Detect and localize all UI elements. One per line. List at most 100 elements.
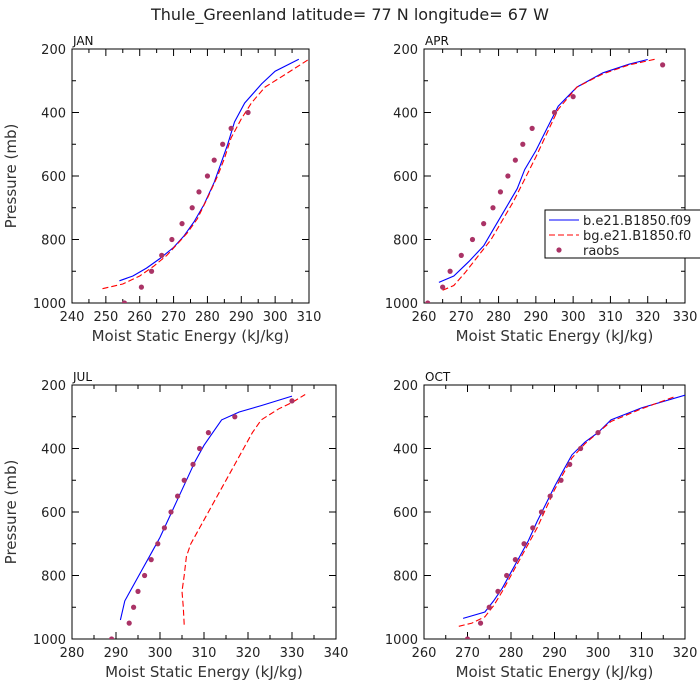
raobs-point — [595, 430, 601, 436]
raobs-point — [228, 125, 234, 131]
x-tick-label: 260 — [127, 310, 152, 325]
x-tick-label: 310 — [192, 646, 217, 661]
x-tick-label: 290 — [104, 646, 129, 661]
x-tick-label: 300 — [263, 310, 288, 325]
raobs-point — [660, 62, 666, 68]
bg-series-line — [181, 394, 306, 625]
raobs-point — [529, 125, 535, 131]
y-tick-label: 600 — [393, 170, 418, 185]
y-tick-label: 1000 — [33, 633, 66, 648]
chart-panel-3: 260 270 280 290 300 310 320 200 400 600 800 1000 OCT… — [385, 370, 698, 681]
x-tick-label: 320 — [673, 646, 698, 661]
raobs-point — [512, 557, 518, 563]
x-tick-label: 290 — [542, 646, 567, 661]
y-tick-label: 600 — [41, 170, 66, 185]
plot-frame — [423, 384, 686, 640]
x-tick-label: 330 — [280, 646, 305, 661]
y-tick-label: 600 — [393, 506, 418, 521]
x-tick-label: 300 — [561, 310, 586, 325]
bg-series-line — [102, 58, 309, 290]
legend-box — [544, 209, 700, 259]
x-tick-label: 270 — [449, 310, 474, 325]
raobs-point — [289, 398, 295, 404]
x-tick-label: 320 — [236, 646, 261, 661]
raobs-point — [504, 572, 510, 579]
raobs-point — [131, 604, 137, 610]
raobs-point — [190, 461, 196, 467]
raobs-point — [578, 445, 584, 452]
raobs-point — [175, 493, 181, 499]
y-tick-label: 800 — [393, 570, 418, 585]
chart-panel-0: 240 250 260 270 280 290 300 310 200 400 600 800 1000… — [2, 34, 321, 345]
raobs-point — [481, 221, 487, 227]
panel-title: OCT — [425, 370, 451, 384]
raobs-point — [440, 284, 446, 290]
x-axis-label: Moist Static Energy (kJ/kg) — [456, 327, 654, 345]
raobs-point — [138, 284, 145, 290]
y-tick-label: 600 — [41, 506, 66, 521]
x-tick-label: 300 — [586, 646, 611, 661]
y-axis-label: Pressure (mb) — [2, 460, 20, 565]
b-series-line — [119, 395, 293, 621]
raobs-point — [155, 541, 161, 547]
raobs-point — [486, 604, 492, 610]
y-tick-label: 1000 — [385, 297, 418, 312]
x-tick-label: 280 — [195, 310, 220, 325]
y-tick-label: 800 — [41, 570, 66, 585]
raobs-point — [447, 268, 453, 274]
x-axis-label: Moist Static Energy (kJ/kg) — [105, 663, 303, 681]
legend-marker — [556, 247, 562, 253]
y-tick-label: 400 — [393, 107, 418, 122]
raobs-point — [204, 173, 211, 179]
x-tick-label: 290 — [523, 310, 548, 325]
y-tick-label: 1000 — [385, 633, 418, 648]
bg-series-line — [442, 58, 656, 291]
x-tick-label: 260 — [412, 310, 437, 325]
x-tick-label: 240 — [60, 310, 85, 325]
legend-label: b.e21.B1850.f09 — [583, 214, 691, 229]
plot-frame — [71, 384, 337, 640]
panel-title: JAN — [72, 34, 94, 48]
x-tick-label: 250 — [93, 310, 118, 325]
raobs-point — [135, 588, 141, 594]
x-tick-label: 330 — [673, 310, 698, 325]
x-tick-label: 280 — [486, 310, 511, 325]
plot-frame — [71, 48, 310, 304]
raobs-point — [530, 525, 536, 531]
y-tick-label: 400 — [41, 107, 66, 122]
x-axis-label: Moist Static Energy (kJ/kg) — [456, 663, 654, 681]
x-tick-label: 310 — [598, 310, 623, 325]
raobs-point — [477, 620, 484, 626]
x-tick-label: 300 — [148, 646, 173, 661]
x-tick-label: 280 — [499, 646, 524, 661]
raobs-point — [570, 94, 576, 100]
raobs-point — [205, 430, 211, 436]
raobs-point — [512, 157, 518, 163]
raobs-point — [458, 252, 464, 258]
raobs-point — [232, 414, 238, 420]
raobs-point — [521, 541, 527, 547]
x-tick-label: 310 — [629, 646, 654, 661]
legend-label: raobs — [583, 244, 620, 259]
chart-panel-2: 280 290 300 310 320 330 340 200 400 600 800 1000 JUL… — [2, 370, 348, 681]
y-tick-label: 400 — [393, 443, 418, 458]
raobs-point — [567, 461, 573, 467]
x-axis-label: Moist Static Energy (kJ/kg) — [92, 327, 290, 345]
y-tick-label: 1000 — [33, 297, 66, 312]
figure-title: Thule_Greenland latitude= 77 N longitude… — [150, 5, 549, 25]
raobs-point — [168, 509, 174, 515]
raobs-point — [148, 268, 155, 274]
raobs-point — [197, 445, 203, 452]
raobs-point — [159, 252, 165, 258]
x-tick-label: 280 — [60, 646, 85, 661]
x-tick-label: 310 — [297, 310, 322, 325]
series-group — [458, 394, 685, 639]
raobs-point — [490, 205, 496, 211]
raobs-point — [551, 109, 558, 116]
raobs-point — [142, 572, 148, 579]
raobs-point — [520, 141, 526, 147]
raobs-point — [547, 493, 553, 499]
y-tick-label: 200 — [393, 43, 418, 58]
y-tick-label: 200 — [41, 379, 66, 394]
